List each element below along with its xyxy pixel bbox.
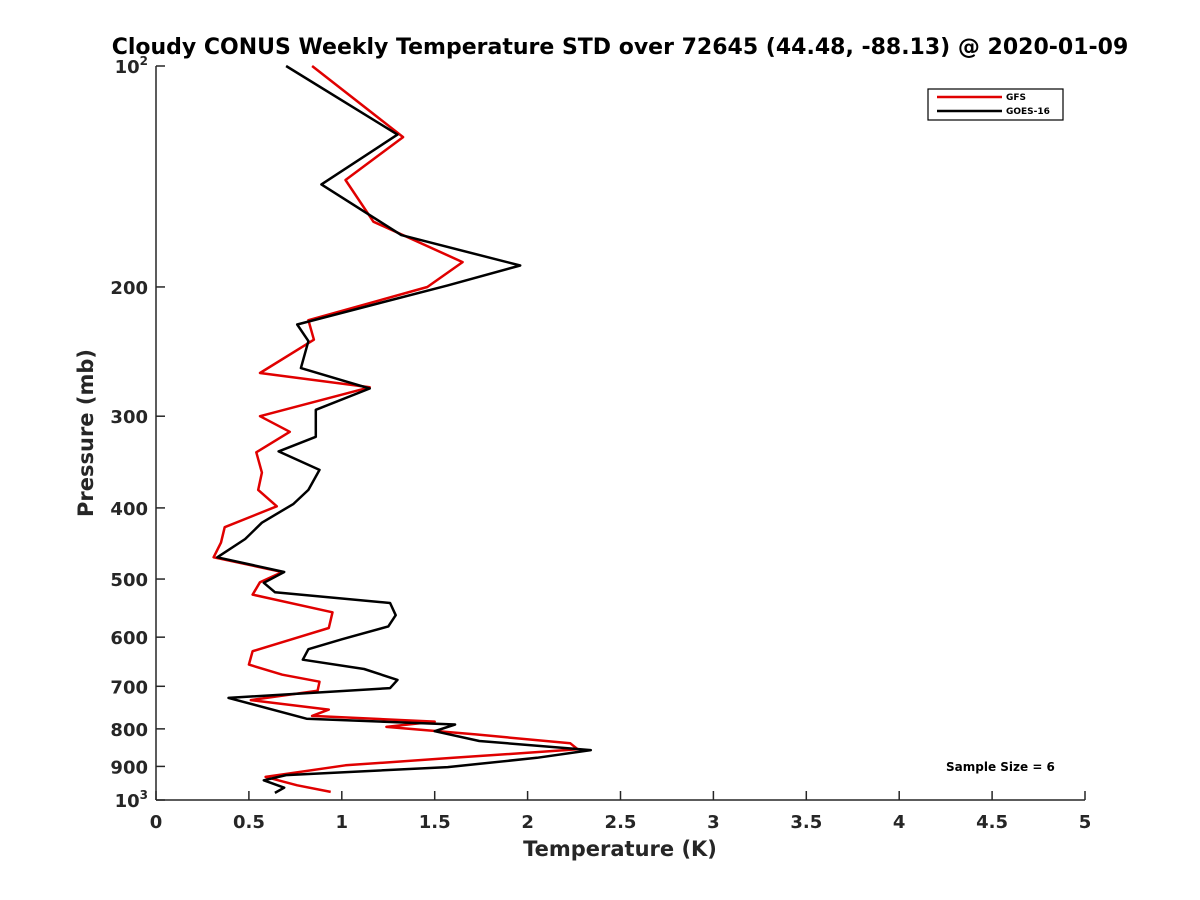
sample-size-annotation: Sample Size = 6 — [946, 760, 1055, 774]
legend-box — [927, 88, 1064, 121]
x-tick-label: 0.5 — [233, 812, 265, 833]
series-line-1 — [216, 64, 593, 794]
x-tick-label: 4 — [893, 812, 906, 833]
legend-label-goes16: GOES-16 — [1006, 107, 1050, 117]
series-layer — [212, 64, 593, 794]
y-tick-label: 103 — [115, 788, 148, 812]
series-line-0 — [212, 65, 580, 794]
x-tick-label: 1 — [336, 812, 349, 833]
legend-label-gfs: GFS — [1006, 93, 1026, 103]
y-tick-label: 300 — [110, 407, 148, 428]
x-tick-label: 0 — [150, 812, 163, 833]
y-tick-label: 900 — [110, 757, 148, 778]
y-axis-label: Pressure (mb) — [74, 349, 98, 517]
legend: GFS GOES-16 — [927, 88, 1064, 121]
y-tick-label: 500 — [110, 570, 148, 591]
x-tick-label: 2.5 — [605, 812, 637, 833]
x-ticks: 0 0.5 1 1.5 2 2.5 3 3.5 4 4.5 5 — [150, 791, 1092, 833]
y-tick-label: 700 — [110, 677, 148, 698]
y-tick-label: 102 — [115, 54, 148, 78]
x-tick-label: 5 — [1079, 812, 1092, 833]
y-ticks: 102 200 300 400 500 600 700 800 900 103 — [110, 54, 165, 812]
x-axis-label: Temperature (K) — [523, 837, 717, 861]
x-tick-label: 3 — [707, 812, 720, 833]
x-tick-label: 2 — [521, 812, 534, 833]
y-tick-label: 800 — [110, 720, 148, 741]
y-tick-label: 200 — [110, 278, 148, 299]
y-tick-label: 600 — [110, 628, 148, 649]
x-tick-label: 4.5 — [976, 812, 1008, 833]
x-tick-label: 1.5 — [419, 812, 451, 833]
axes — [155, 66, 1085, 801]
y-tick-label: 400 — [110, 499, 148, 520]
x-tick-label: 3.5 — [790, 812, 822, 833]
chart-title: Cloudy CONUS Weekly Temperature STD over… — [112, 35, 1129, 60]
